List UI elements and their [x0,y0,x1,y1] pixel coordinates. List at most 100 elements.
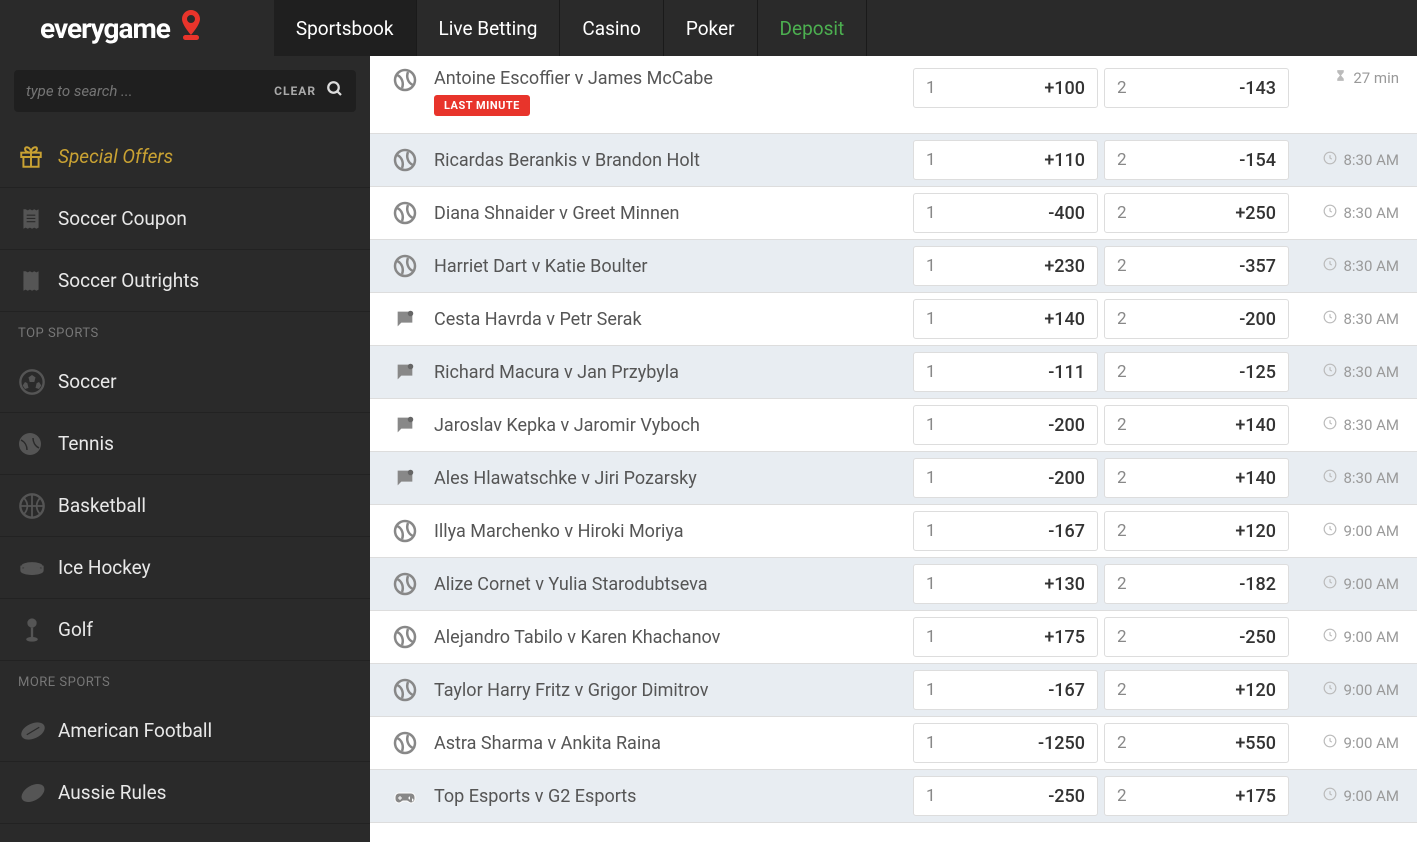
match-name: Illya Marchenko v Hiroki Moriya [434,521,907,542]
sidebar-item-soccer[interactable]: Soccer [0,351,370,413]
basketball-icon [18,492,58,520]
sidebar-item-soccer-coupon[interactable]: Soccer Coupon [0,188,370,250]
match-list: Antoine Escoffier v James McCabeLAST MIN… [370,56,1417,842]
odds-2-button[interactable]: 2+175 [1104,776,1289,816]
gift-icon [18,144,58,170]
search-box[interactable]: CLEAR [14,70,356,112]
odds-1-button[interactable]: 1-250 [913,776,1098,816]
odds-1-button[interactable]: 1 +110 [913,140,1098,180]
odds-label: 1 [926,786,936,806]
odds-2-button[interactable]: 2-357 [1104,246,1289,286]
match-info[interactable]: Top Esports v G2 Esports [430,786,907,807]
sidebar-item-soccer-outrights[interactable]: Soccer Outrights [0,250,370,312]
match-time: 8:30 AM [1289,204,1399,222]
odds-value: +110 [1044,150,1085,171]
odds-1-button[interactable]: 1-200 [913,405,1098,445]
match-row: Top Esports v G2 Esports1-2502+1759:00 A… [370,770,1417,823]
odds-label: 2 [1117,786,1127,806]
match-row: Astra Sharma v Ankita Raina1-12502+5509:… [370,717,1417,770]
match-info[interactable]: Astra Sharma v Ankita Raina [430,733,907,754]
odds-2-button[interactable]: 2-125 [1104,352,1289,392]
odds-label: 1 [926,362,936,382]
odds-2-button[interactable]: 2-200 [1104,299,1289,339]
odds-1-button[interactable]: 1-167 [913,670,1098,710]
odds-value: +140 [1044,309,1085,330]
sidebar-item-ice-hockey[interactable]: Ice Hockey [0,537,370,599]
odds-1-button[interactable]: 1-200 [913,458,1098,498]
nav-tab-poker[interactable]: Poker [664,0,758,56]
sidebar-item-label: Aussie Rules [58,781,166,804]
odds-1-button[interactable]: 1-1250 [913,723,1098,763]
odds-label: 2 [1117,256,1127,276]
match-info[interactable]: Diana Shnaider v Greet Minnen [430,203,907,224]
match-row: Taylor Harry Fritz v Grigor Dimitrov 1-16… [370,664,1417,717]
odds-1-button[interactable]: 1-111 [913,352,1098,392]
sidebar-item-special-offers[interactable]: Special Offers [0,126,370,188]
odds-1-button[interactable]: 1-400 [913,193,1098,233]
odds-2-button[interactable]: 2+250 [1104,193,1289,233]
nav-tab-deposit[interactable]: Deposit [758,0,868,56]
logo[interactable]: everygame [0,10,234,47]
sidebar-item-american-football[interactable]: American Football [0,700,370,762]
sidebar-item-golf[interactable]: Golf [0,599,370,661]
football-icon [18,716,58,746]
match-time: 9:00 AM [1289,628,1399,646]
match-info[interactable]: Taylor Harry Fritz v Grigor Dimitrov [430,680,907,701]
odds-1-button[interactable]: 1+175 [913,617,1098,657]
match-info[interactable]: Cesta Havrda v Petr Serak [430,309,907,330]
search-icon[interactable] [326,80,344,103]
sidebar-item-tennis[interactable]: Tennis [0,413,370,475]
nav-tab-live-betting[interactable]: Live Betting [417,0,561,56]
match-info[interactable]: Alize Cornet v Yulia Starodubtseva [430,574,907,595]
match-row: Diana Shnaider v Greet Minnen 1-4002+2508… [370,187,1417,240]
odds-2-button[interactable]: 2+140 [1104,458,1289,498]
odds-value: +140 [1235,415,1276,436]
odds-2-button[interactable]: 2-143 [1104,68,1289,108]
sidebar-item-aussie-rules[interactable]: Aussie Rules [0,762,370,824]
odds-2-button[interactable]: 2-154 [1104,140,1289,180]
clear-button[interactable]: CLEAR [274,84,316,98]
clock-icon [1323,787,1337,805]
sidebar-item-basketball[interactable]: Basketball [0,475,370,537]
clock-icon [1323,363,1337,381]
odds-label: 2 [1117,574,1127,594]
clock-icon [1323,628,1337,646]
match-info[interactable]: Ales Hlawatschke v Jiri Pozarsky [430,468,907,489]
odds-2-button[interactable]: 2-182 [1104,564,1289,604]
match-info[interactable]: Richard Macura v Jan Przybyla [430,362,907,383]
nav-tabs: SportsbookLive BettingCasinoPokerDeposit [274,0,867,56]
odds-2-button[interactable]: 2+120 [1104,670,1289,710]
hourglass-icon [1334,68,1347,87]
odds-value: +175 [1044,627,1085,648]
search-input[interactable] [26,82,274,100]
odds-2-button[interactable]: 2+550 [1104,723,1289,763]
match-info[interactable]: Ricardas Berankis v Brandon Holt [430,150,907,171]
sidebar-item-label: Tennis [58,432,114,455]
nav-tab-sportsbook[interactable]: Sportsbook [274,0,417,56]
odds-1-button[interactable]: 1-167 [913,511,1098,551]
match-name: Cesta Havrda v Petr Serak [434,309,907,330]
odds-1-button[interactable]: 1+100 [913,68,1098,108]
match-row: Cesta Havrda v Petr Serak1+1402-2008:30 … [370,293,1417,346]
odds-2-button[interactable]: 2-250 [1104,617,1289,657]
odds-1-button[interactable]: 1+140 [913,299,1098,339]
odds-1-button[interactable]: 1+230 [913,246,1098,286]
match-info[interactable]: Harriet Dart v Katie Boulter [430,256,907,277]
tennis-icon [380,731,430,755]
odds-1-button[interactable]: 1+130 [913,564,1098,604]
nav-tab-casino[interactable]: Casino [560,0,663,56]
odds-label: 1 [926,150,936,170]
odds-value: -1250 [1038,733,1085,754]
match-row: Ricardas Berankis v Brandon Holt 1 +110 2-1… [370,134,1417,187]
odds-2-button[interactable]: 2+120 [1104,511,1289,551]
match-info[interactable]: Illya Marchenko v Hiroki Moriya [430,521,907,542]
match-info[interactable]: Jaroslav Kepka v Jaromir Vyboch [430,415,907,436]
odds-2-button[interactable]: 2+140 [1104,405,1289,445]
match-time: 9:00 AM [1289,575,1399,593]
clock-icon [1323,522,1337,540]
match-info[interactable]: Antoine Escoffier v James McCabeLAST MIN… [430,68,907,116]
match-info[interactable]: Alejandro Tabilo v Karen Khachanov [430,627,907,648]
odds-value: -167 [1048,680,1085,701]
match-name: Alize Cornet v Yulia Starodubtseva [434,574,907,595]
odds-label: 2 [1117,309,1127,329]
